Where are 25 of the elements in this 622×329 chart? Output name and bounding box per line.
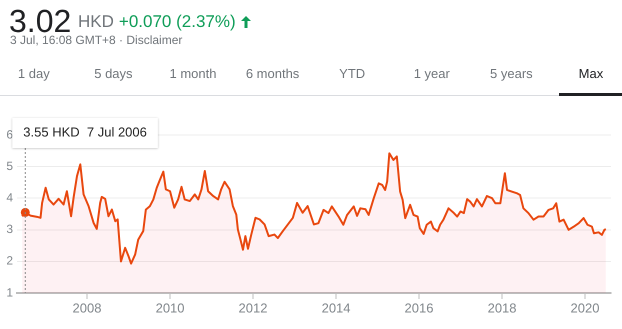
- text: +0.070 (2.37%): [118, 11, 236, 33]
- text: HKD: [78, 11, 114, 33]
- x-tick-label: 2020: [570, 300, 600, 316]
- text: 5 years: [489, 65, 534, 83]
- x-tick-label: 2012: [238, 300, 268, 316]
- x-tick-label: 2010: [156, 300, 185, 316]
- y-tick-label: 1: [6, 285, 14, 300]
- text: 1 year: [412, 65, 451, 83]
- text: YTD: [338, 65, 366, 83]
- text: Max: [578, 65, 604, 83]
- text: 5 days: [93, 65, 134, 83]
- y-tick-label: 4: [6, 190, 14, 205]
- y-tick-label: 2: [6, 254, 14, 268]
- text: 1 month: [168, 65, 218, 83]
- x-tick-label: 2016: [404, 300, 434, 316]
- text: 1 day: [16, 65, 51, 83]
- ref-line-label: 3.55 HKD 7 Jul 2006: [23, 124, 147, 140]
- x-tick-label: 2014: [322, 300, 351, 316]
- text: 6 months: [244, 65, 300, 83]
- chart-subtitle: 3 Jul, 16:08 GMT+8 · Disclaimer: [10, 32, 182, 48]
- y-tick-label: 6: [6, 127, 14, 142]
- y-tick-label: 5: [6, 158, 14, 173]
- x-tick-label: 2018: [488, 300, 516, 316]
- y-tick-label: 3: [6, 222, 14, 236]
- x-tick-label: 2008: [72, 300, 102, 316]
